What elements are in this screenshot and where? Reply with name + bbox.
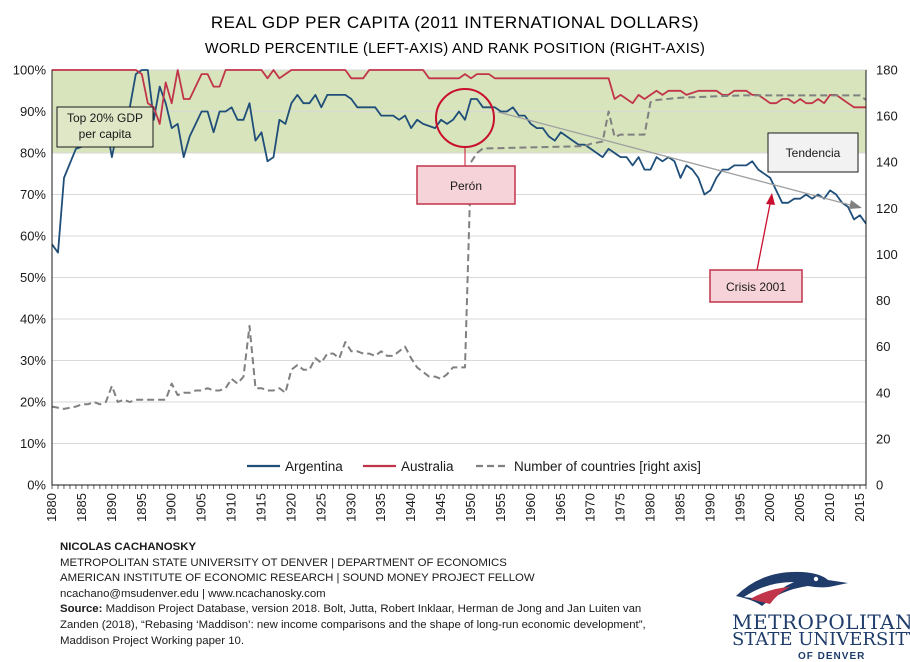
x-tick-label: 1935 [373,493,388,522]
peron-label: Perón [450,179,482,193]
gdp-percentile-chart: REAL GDP PER CAPITA (2011 INTERNATIONAL … [13,13,898,522]
y2-tick-label: 40 [876,385,890,400]
x-tick-label: 1880 [44,493,59,522]
trend-arrowhead [849,200,862,209]
y2-tick-label: 0 [876,478,883,493]
x-tick-label: 2015 [852,493,867,522]
y2-tick-label: 80 [876,293,890,308]
chart-subtitle: WORLD PERCENTILE (LEFT-AXIS) AND RANK PO… [205,41,705,57]
x-tick-label: 1965 [553,493,568,522]
series-line-countries [51,94,867,410]
y-tick-label: 70% [20,187,46,202]
x-tick-label: 1940 [403,493,418,522]
x-tick-label: 1905 [194,493,209,522]
source-line1: Maddison Project Database, version 2018.… [102,603,642,616]
y-tick-label: 50% [20,270,46,285]
x-tick-label: 1955 [493,493,508,522]
y-tick-label: 60% [20,229,46,244]
credits-line1: METROPOLITAN STATE UNIVERSITY OT DENVER … [60,556,507,569]
x-tick-label: 1995 [732,493,747,522]
x-tick-label: 1900 [164,493,179,522]
credits: NICOLAS CACHANOSKY METROPOLITAN STATE UN… [60,540,700,649]
y2-tick-label: 140 [876,155,898,170]
credits-author: NICOLAS CACHANOSKY [60,541,197,553]
x-tick-label: 1950 [463,493,478,522]
series-layer [51,69,867,410]
series-line-australia [52,69,866,125]
x-tick-label: 1885 [74,493,89,522]
axes: 0% 10% 20% 30% 40% 50% 60% 70% 80% 90% 100% 0 20 40 60… [13,63,898,522]
logo-word-metropolitan: METROPOLITAN [732,610,910,634]
top20-label-line1: Top 20% GDP [67,111,143,125]
source-line2: Zanden (2018), “Rebasing ‘Maddison’: new… [60,618,646,631]
roadrunner-icon [736,571,848,606]
logo-word-of-denver: OF DENVER [798,651,866,662]
legend-label-countries: Number of countries [right axis] [514,459,701,474]
y2-tick-label: 120 [876,201,898,216]
y-tick-label: 0% [27,478,46,493]
crisis-label: Crisis 2001 [726,280,786,294]
y-tick-label: 100% [13,63,47,78]
y-tick-label: 40% [20,312,46,327]
y-tick-label: 80% [20,146,46,161]
chart-title: REAL GDP PER CAPITA (2011 INTERNATIONAL … [211,13,699,32]
x-tick-label: 1925 [313,493,328,522]
y2-tick-label: 20 [876,431,890,446]
msu-denver-logo: METROPOLITAN STATE UNIVERSITY OF DENVER [718,566,910,662]
peron-box [416,165,516,205]
y-tick-label: 90% [20,104,46,119]
annotations: Perón Tendencia Crisis 2001 [416,88,862,303]
x-tick-label: 1970 [583,493,598,522]
logo-word-state-university: STATE UNIVERSITY [732,629,910,650]
credits-source: Source: Maddison Project Database, versi… [60,602,700,618]
crisis-arrow-line [756,198,772,271]
y2-tick-label: 100 [876,247,898,262]
trend-box [767,132,859,173]
x-tick-label: 1975 [613,493,628,522]
credits-line2: AMERICAN INSTITUTE OF ECONOMIC RESEARCH … [60,572,535,585]
y-tick-label: 20% [20,395,46,410]
crisis-arrowhead [766,193,775,205]
y-tick-label: 30% [20,353,46,368]
crisis-box [709,269,803,303]
x-tick-label: 1985 [672,493,687,522]
x-tick-label: 1960 [523,493,538,522]
source-line3: Maddison Project Working paper 10. [60,634,245,647]
x-tick-label: 1890 [104,493,119,522]
x-tick-label: 2000 [762,493,777,522]
trend-arrow-line [497,111,859,208]
x-tick-label: 1895 [134,493,149,522]
x-tick-label: 2005 [792,493,807,522]
legend-label-australia: Australia [401,459,454,474]
top20-label-line2: per capita [79,127,132,141]
x-tick-label: 1920 [283,493,298,522]
credits-line3: ncachano@msudenver.edu | www.ncachanosky… [60,587,326,600]
x-tick-label: 1910 [224,493,239,522]
trend-label: Tendencia [786,146,841,160]
x-tick-label: 1990 [702,493,717,522]
legend-label-argentina: Argentina [285,459,343,474]
source-label: Source: [60,603,103,616]
y2-tick-label: 60 [876,339,890,354]
x-tick-label: 1945 [433,493,448,522]
x-tick-label: 1930 [343,493,358,522]
series-line-argentina [51,69,867,254]
x-tick-label: 2010 [822,493,837,522]
x-tick-label: 1980 [643,493,658,522]
y-tick-label: 10% [20,436,46,451]
y2-tick-label: 180 [876,63,898,78]
legend: Argentina Australia Number of countries … [240,452,722,482]
top20-label-box: Top 20% GDP per capita [56,106,154,148]
x-tick-label: 1915 [253,493,268,522]
y2-tick-label: 160 [876,109,898,124]
